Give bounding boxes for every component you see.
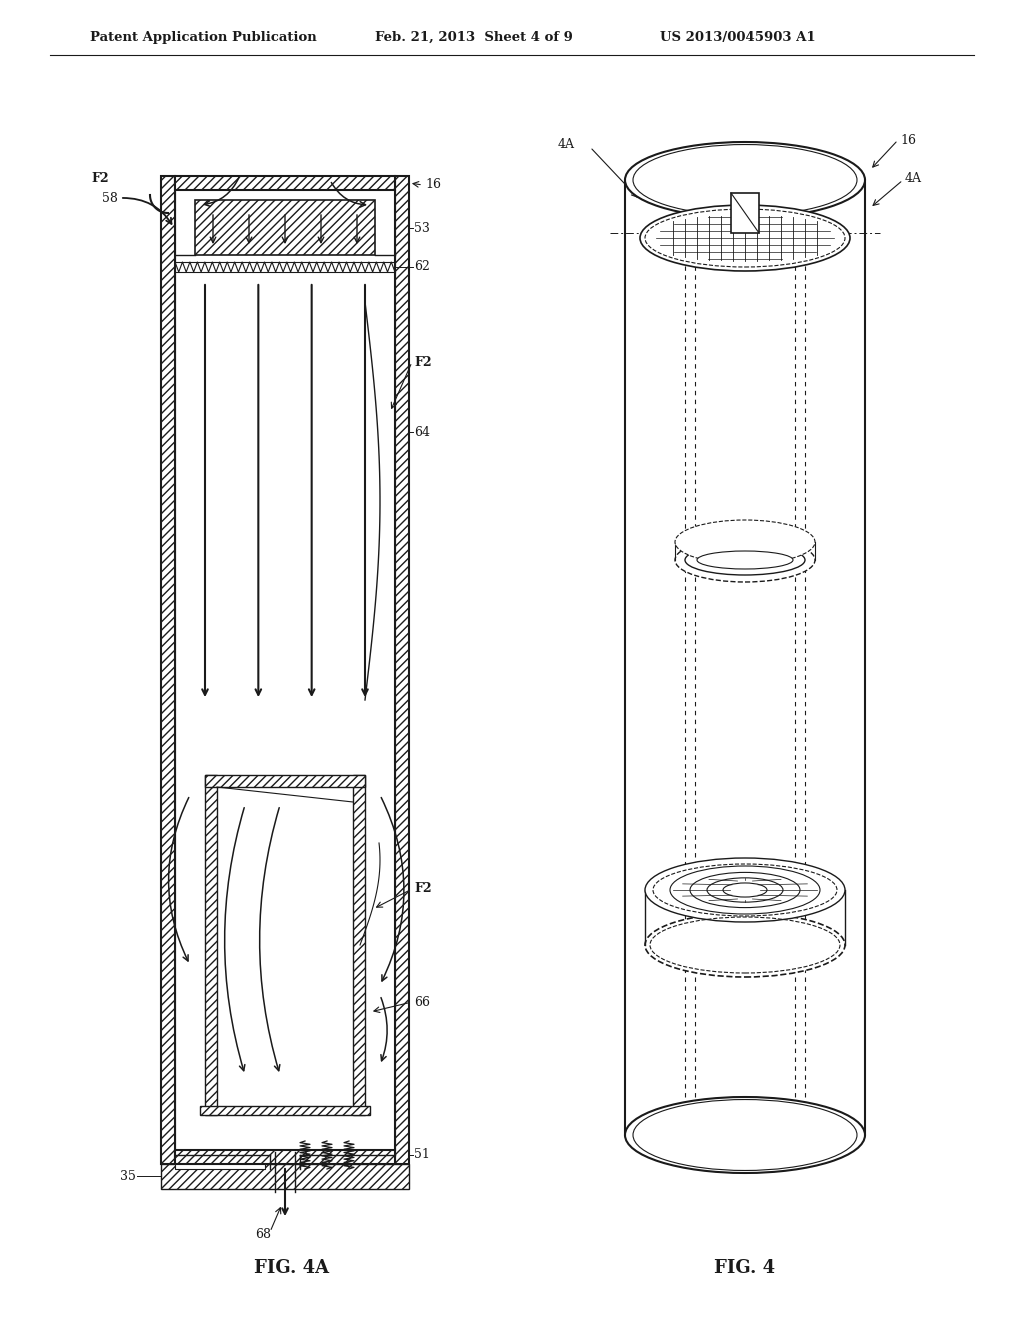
Text: 16: 16 bbox=[900, 133, 916, 147]
Bar bbox=[205, 775, 365, 787]
Bar bbox=[175, 1150, 395, 1164]
Text: FIG. 4A: FIG. 4A bbox=[254, 1259, 330, 1276]
Text: 51: 51 bbox=[414, 1148, 430, 1162]
Text: 58: 58 bbox=[102, 191, 118, 205]
Bar bbox=[205, 775, 217, 1115]
Text: Feb. 21, 2013  Sheet 4 of 9: Feb. 21, 2013 Sheet 4 of 9 bbox=[375, 30, 572, 44]
Text: 62: 62 bbox=[414, 260, 430, 273]
Ellipse shape bbox=[675, 539, 815, 582]
Bar bbox=[200, 1106, 370, 1115]
Text: FIG. 4: FIG. 4 bbox=[715, 1259, 775, 1276]
Bar bbox=[195, 201, 375, 255]
Text: 16: 16 bbox=[425, 178, 441, 191]
Text: F2: F2 bbox=[414, 883, 432, 895]
Text: 66: 66 bbox=[414, 995, 430, 1008]
Text: 64: 64 bbox=[414, 425, 430, 438]
Bar bbox=[205, 775, 365, 787]
Text: Patent Application Publication: Patent Application Publication bbox=[90, 30, 316, 44]
Ellipse shape bbox=[625, 143, 865, 218]
Bar bbox=[161, 1164, 409, 1189]
Bar bbox=[205, 775, 217, 1115]
Bar bbox=[395, 176, 409, 1164]
Text: 4A: 4A bbox=[905, 172, 922, 185]
Ellipse shape bbox=[685, 545, 805, 576]
Ellipse shape bbox=[675, 520, 815, 564]
Text: F2: F2 bbox=[414, 355, 432, 368]
Bar bbox=[200, 1106, 370, 1115]
Bar bbox=[175, 1164, 265, 1170]
Ellipse shape bbox=[697, 550, 793, 569]
Bar bbox=[395, 176, 409, 1164]
Ellipse shape bbox=[645, 858, 845, 921]
Bar bbox=[195, 201, 375, 255]
Ellipse shape bbox=[625, 1097, 865, 1173]
Bar bbox=[175, 176, 395, 190]
Ellipse shape bbox=[645, 913, 845, 977]
Text: 53: 53 bbox=[414, 222, 430, 235]
Ellipse shape bbox=[640, 205, 850, 271]
Bar bbox=[175, 176, 395, 190]
Bar bbox=[175, 1150, 395, 1164]
Text: 35: 35 bbox=[120, 1170, 136, 1183]
Bar bbox=[161, 176, 175, 1164]
Text: 4A: 4A bbox=[558, 139, 575, 152]
Text: 68: 68 bbox=[255, 1228, 271, 1241]
Bar bbox=[175, 1164, 265, 1170]
Bar bbox=[161, 176, 175, 1164]
Bar bbox=[353, 775, 365, 1115]
Bar bbox=[353, 775, 365, 1115]
Text: F2: F2 bbox=[91, 172, 109, 185]
Bar bbox=[161, 1164, 409, 1189]
Text: US 2013/0045903 A1: US 2013/0045903 A1 bbox=[660, 30, 816, 44]
Bar bbox=[731, 193, 759, 234]
Bar bbox=[175, 1164, 265, 1170]
